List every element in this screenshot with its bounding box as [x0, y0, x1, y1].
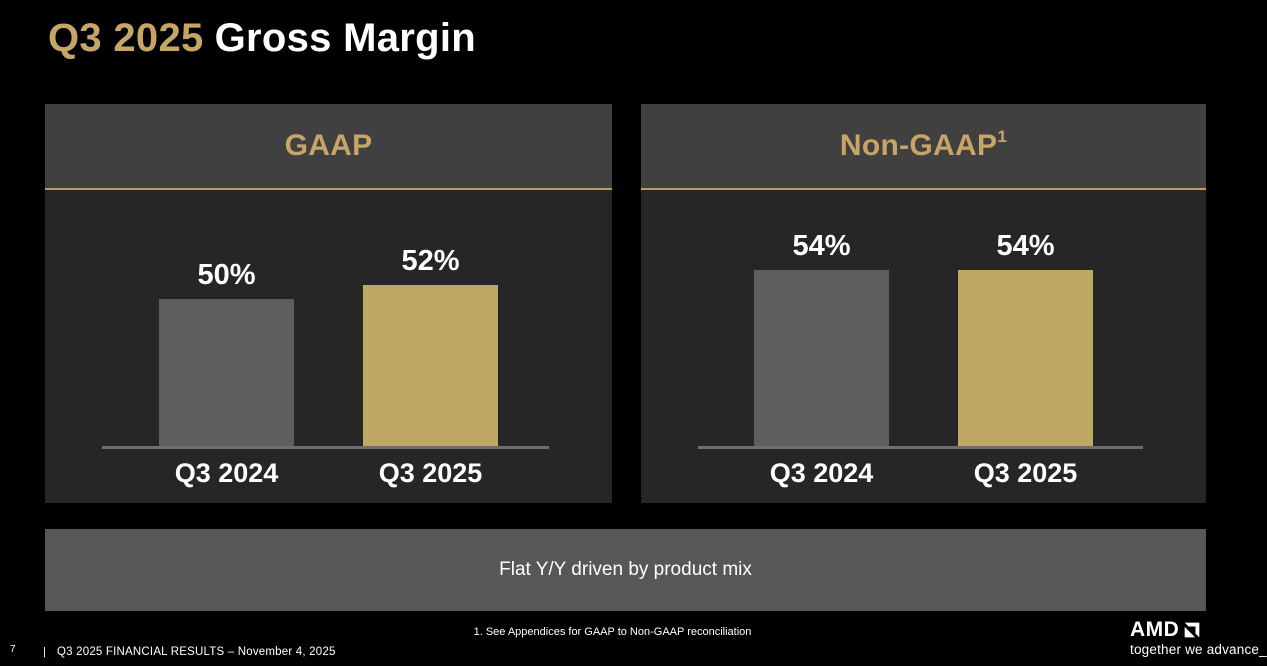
bar-value-label: 52%: [401, 245, 460, 277]
non-gaap-panel-header: Non-GAAP1: [641, 104, 1206, 190]
x-axis-line: [102, 446, 549, 449]
gaap-chart: 50% 52% Q3 2024 Q3 2025: [45, 190, 612, 503]
category-label: Q3 2025: [973, 458, 1078, 488]
title-highlight: Q3 2025: [48, 16, 204, 60]
gaap-panel: GAAP 50% 52% Q3 2024 Q3 2025: [45, 104, 612, 503]
amd-brand-block: AMD together we advance_: [1130, 619, 1267, 657]
page-title: Q3 2025 Gross Margin: [48, 16, 476, 61]
gaap-plot-area: 50% 52%: [45, 190, 612, 448]
callout-banner: Flat Y/Y driven by product mix: [45, 529, 1206, 611]
bar-q3-2025: [958, 270, 1093, 448]
non-gaap-panel: Non-GAAP1 54% 54% Q3 2024 Q3 2025: [641, 104, 1206, 503]
x-axis-line: [698, 446, 1143, 449]
non-gaap-plot-area: 54% 54%: [641, 190, 1206, 448]
non-gaap-bar-group-q3-2025: 54%: [958, 230, 1093, 448]
amd-arrow-icon: [1184, 622, 1200, 637]
bar-value-label: 54%: [996, 230, 1055, 262]
footnote-marker: 1: [997, 127, 1008, 146]
non-gaap-chart: 54% 54% Q3 2024 Q3 2025: [641, 190, 1206, 503]
title-rest: Gross Margin: [214, 16, 476, 60]
gaap-panel-title: GAAP: [284, 129, 373, 162]
bar-value-label: 54%: [792, 230, 851, 262]
gaap-panel-header: GAAP: [45, 104, 612, 190]
footer-divider: |: [43, 646, 46, 658]
bar-value-label: 50%: [197, 259, 256, 291]
category-label: Q3 2025: [378, 458, 483, 488]
amd-tagline: together we advance_: [1130, 642, 1267, 657]
page-number: 7: [10, 644, 16, 655]
callout-text: Flat Y/Y driven by product mix: [499, 559, 752, 580]
bar-q3-2024: [159, 299, 294, 448]
amd-wordmark: AMD: [1130, 618, 1180, 641]
amd-logo: AMD: [1130, 619, 1267, 640]
gaap-bar-group-q3-2024: 50%: [159, 259, 294, 448]
non-gaap-panel-title: Non-GAAP1: [839, 127, 1008, 162]
bar-q3-2024: [754, 270, 889, 448]
gaap-category-row: Q3 2024 Q3 2025: [45, 448, 612, 503]
category-label: Q3 2024: [769, 458, 874, 488]
footer-text: Q3 2025 FINANCIAL RESULTS – November 4, …: [57, 646, 336, 658]
gaap-bar-group-q3-2025: 52%: [363, 245, 498, 448]
category-label: Q3 2024: [174, 458, 279, 488]
footnote: 1. See Appendices for GAAP to Non-GAAP r…: [473, 626, 752, 638]
non-gaap-bar-group-q3-2024: 54%: [754, 230, 889, 448]
non-gaap-category-row: Q3 2024 Q3 2025: [641, 448, 1206, 503]
bar-q3-2025: [363, 285, 498, 448]
